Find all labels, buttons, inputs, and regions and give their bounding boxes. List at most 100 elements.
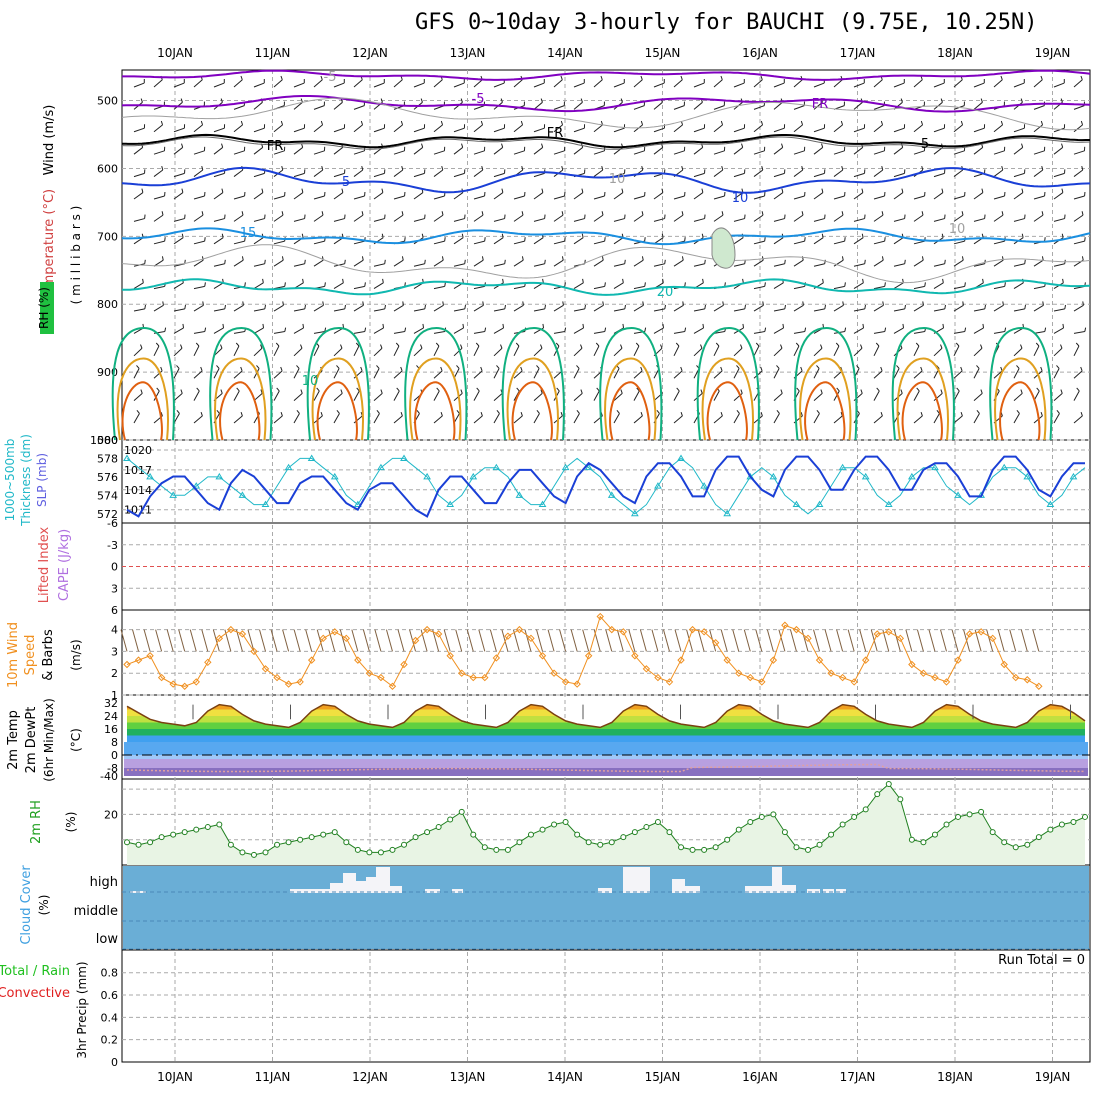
- barb: [933, 282, 944, 290]
- barb: [453, 237, 464, 245]
- contour-label: 10: [732, 191, 749, 206]
- near-surface-temp-contour: [604, 357, 657, 441]
- barb: [493, 308, 505, 312]
- barb-tick: [1001, 165, 1004, 171]
- barb: [293, 101, 303, 110]
- wind10-barb: [836, 629, 844, 652]
- near-surface-temp-contour: [794, 326, 858, 441]
- barb-tick: [262, 278, 264, 283]
- wind10-point: [561, 678, 570, 686]
- barb: [873, 150, 885, 155]
- barb-tick: [804, 237, 806, 242]
- barb-tick: [641, 256, 644, 261]
- barb: [733, 368, 740, 379]
- date-label-top: 11JAN: [255, 46, 291, 60]
- slp-line: [126, 455, 1085, 518]
- barb: [773, 282, 784, 290]
- barb-tick: [1040, 120, 1044, 126]
- barb: [413, 147, 423, 155]
- wind10-point: [677, 656, 685, 664]
- barb-tick: [581, 233, 584, 238]
- rh2m-point: [216, 821, 223, 828]
- barb: [373, 308, 385, 312]
- barb-tick: [304, 259, 306, 264]
- contour-label: 15: [240, 226, 257, 241]
- date-label-bottom: 18JAN: [937, 1070, 973, 1084]
- barb-tick: [321, 211, 324, 216]
- barb: [513, 195, 525, 200]
- cloud-cover-fill: [123, 866, 1089, 949]
- barb: [553, 304, 564, 312]
- thickness-point: [261, 500, 270, 508]
- barb-tick: [380, 98, 383, 103]
- barb-tick: [1002, 301, 1004, 306]
- barb: [433, 390, 440, 401]
- barb: [233, 79, 243, 88]
- cloud-level-label: middle: [74, 904, 118, 919]
- barb: [273, 345, 280, 357]
- cloud-gap: [807, 889, 820, 893]
- barb: [933, 218, 945, 222]
- cloud-gap: [356, 881, 366, 893]
- wind10-point: [146, 652, 154, 660]
- wind10-barb: [559, 629, 567, 652]
- barb: [873, 259, 884, 267]
- barb-tick: [1080, 75, 1083, 80]
- barb-tick: [195, 342, 200, 347]
- barb-tick: [955, 342, 960, 347]
- barb-tick: [1081, 211, 1084, 216]
- barb-tick: [664, 304, 667, 310]
- wind10-point: [273, 673, 281, 682]
- temp2m-tick: -40: [100, 770, 118, 783]
- barb-tick: [620, 344, 623, 349]
- barb-tick: [380, 389, 383, 394]
- barb-tick: [680, 366, 683, 371]
- rh2m-point: [170, 831, 177, 838]
- barb-tick: [521, 256, 524, 261]
- barb: [893, 147, 903, 155]
- barb: [653, 192, 664, 200]
- barb-tick: [601, 165, 604, 171]
- barb-tick: [201, 256, 204, 261]
- barb: [1033, 150, 1045, 155]
- barb-tick: [884, 237, 886, 242]
- barb-tick: [582, 323, 585, 329]
- wind10-tick: 3: [111, 645, 118, 658]
- barb-tick: [662, 323, 665, 329]
- barb-tick: [920, 120, 924, 126]
- barb-tick: [561, 256, 564, 261]
- barb-tick: [782, 323, 785, 329]
- barb: [473, 390, 480, 401]
- wind10-barb: [501, 629, 509, 652]
- barb: [293, 218, 305, 222]
- barb-tick: [884, 282, 886, 287]
- barb: [753, 169, 764, 177]
- barb: [613, 147, 623, 155]
- wind10-barb: [397, 629, 405, 652]
- temp2m-line: [126, 703, 1086, 729]
- barb: [773, 308, 785, 312]
- barb: [653, 127, 665, 133]
- barb-tick: [821, 233, 824, 238]
- contour-label: FR: [267, 139, 284, 154]
- barb: [1013, 172, 1025, 178]
- barb: [273, 331, 285, 334]
- barb-tick: [824, 304, 827, 310]
- barb: [993, 124, 1003, 133]
- barb: [273, 370, 283, 379]
- rh2m-point: [297, 836, 304, 843]
- barb: [1013, 127, 1025, 133]
- barb: [253, 101, 263, 110]
- wind10-point: [654, 673, 662, 682]
- barb-tick: [144, 304, 147, 310]
- barb: [533, 82, 545, 88]
- thickness-point: [1023, 472, 1032, 480]
- barb: [133, 282, 144, 290]
- barb-tick: [361, 211, 364, 216]
- barb-tick: [564, 282, 566, 287]
- barb-tick: [1041, 256, 1044, 261]
- barb: [913, 195, 925, 200]
- barb-tick: [744, 304, 747, 310]
- barb: [753, 214, 764, 222]
- barb-tick: [140, 98, 143, 103]
